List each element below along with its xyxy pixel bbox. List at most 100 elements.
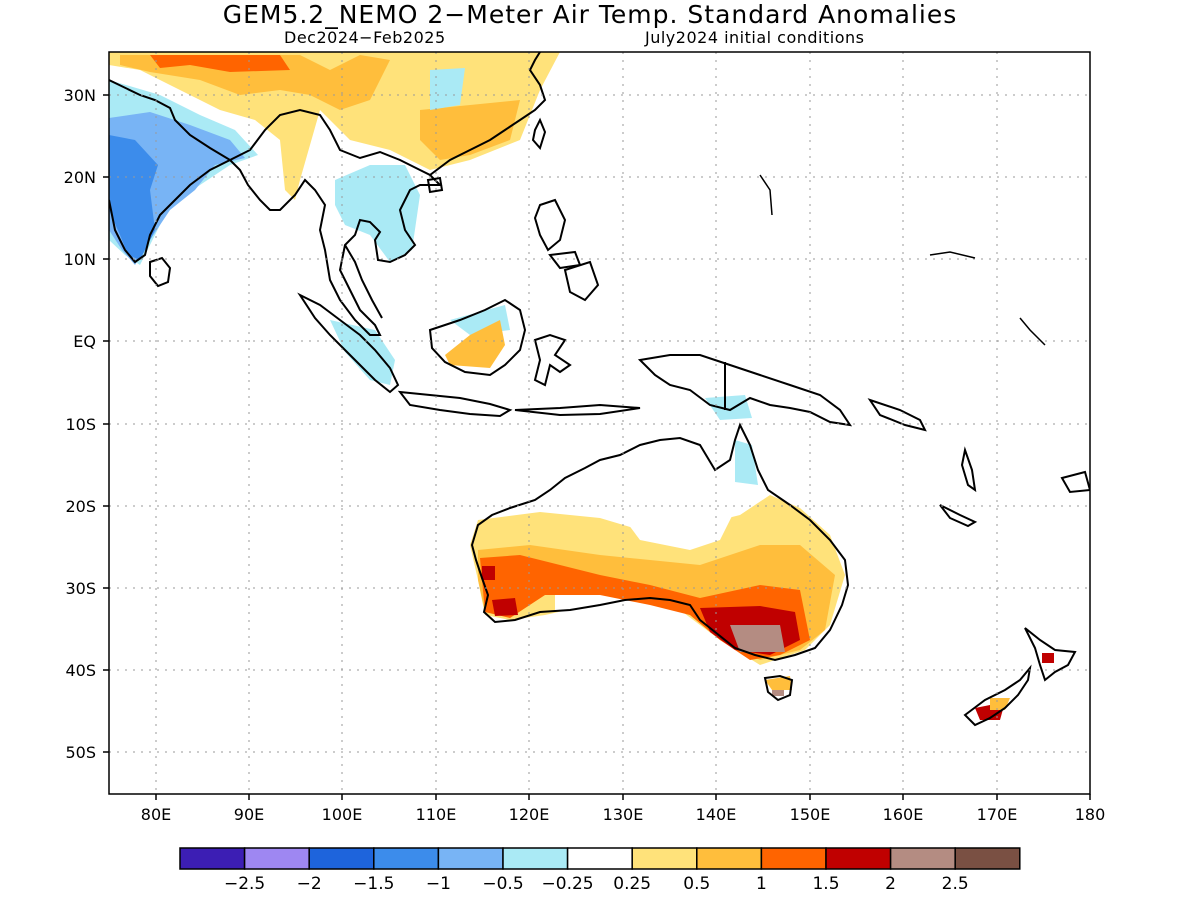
- coast-china-east: [429, 52, 547, 176]
- lat-label: 20N: [64, 168, 96, 187]
- coastlines: [109, 52, 1090, 727]
- colorbar-swatch: [179, 847, 246, 870]
- coast-fiji: [1060, 470, 1090, 494]
- coast-new-guinea: [637, 354, 853, 427]
- lat-label: 30S: [65, 579, 96, 598]
- shade-india-blue: [109, 135, 158, 260]
- lon-label: 100E: [322, 805, 363, 824]
- coast-nz-north: [1024, 627, 1077, 682]
- forecast-period: Dec2024−Feb2025: [284, 28, 446, 47]
- coast-solomons: [867, 398, 927, 432]
- shade-sumatra-cool: [330, 320, 395, 385]
- coast-mindanao: [563, 260, 600, 302]
- colorbar-label: −0.5: [482, 874, 523, 894]
- coast-luzon: [533, 198, 567, 252]
- coast-vanuatu: [960, 446, 977, 493]
- shade-china-dark-orange: [150, 55, 290, 72]
- colorbar-swatch: [825, 847, 892, 870]
- lon-label: 150E: [790, 805, 831, 824]
- colorbar-swatch: [373, 847, 440, 870]
- initial-conditions: July2024 initial conditions: [645, 28, 865, 47]
- lat-label: 10N: [64, 250, 96, 269]
- coast-asia-mainland: [109, 79, 443, 336]
- coast-sumatra: [297, 292, 400, 394]
- lon-label: 80E: [141, 805, 171, 824]
- colorbar-swatch: [696, 847, 763, 870]
- colorbar-label: −0.25: [542, 874, 594, 894]
- coast-micronesia: [759, 174, 1046, 346]
- lon-label: 170E: [977, 805, 1018, 824]
- colorbar-swatch: [954, 847, 1021, 870]
- plot-frame: [108, 51, 1091, 795]
- colorbar-swatch: [243, 847, 310, 870]
- coast-sulawesi: [533, 333, 572, 387]
- lon-label: 90E: [234, 805, 264, 824]
- shade-nz-orange-south: [990, 698, 1010, 710]
- colorbar-label: −2.5: [224, 874, 265, 894]
- colorbar-swatch: [566, 847, 633, 870]
- colorbar: −2.5 −2 −1.5 −1 −0.5 −0.25 0.25 0.5 1 1.5 2 2.5: [179, 847, 1021, 894]
- lon-label: 130E: [603, 805, 644, 824]
- coast-australia: [470, 422, 850, 662]
- anomaly-shading: [109, 52, 1054, 720]
- colorbar-label: 1.5: [812, 874, 839, 894]
- shade-china-orange: [120, 55, 390, 110]
- shade-china-yellow-east: [420, 100, 520, 160]
- coast-new-caledonia: [939, 504, 978, 528]
- colorbar-label: 1: [756, 874, 767, 894]
- shade-aus-white-center: [610, 495, 740, 550]
- coast-malay-peninsula: [344, 244, 383, 319]
- lat-label: 10S: [65, 415, 96, 434]
- lon-label: 180: [1075, 805, 1106, 824]
- colorbar-swatch: [631, 847, 698, 870]
- coast-hainan: [426, 176, 444, 194]
- colorbar-label: 0.5: [683, 874, 710, 894]
- shade-aus-red-west: [482, 566, 495, 580]
- coast-visayas: [548, 250, 582, 270]
- shade-capeyork-cool: [735, 440, 758, 485]
- coast-sri-lanka: [149, 256, 172, 288]
- colorbar-label: −1.5: [353, 874, 394, 894]
- colorbar-label: −2: [297, 874, 322, 894]
- colorbar-swatch: [437, 847, 504, 870]
- colorbar-swatch: [308, 847, 375, 870]
- lon-label: 110E: [416, 805, 457, 824]
- colorbar-label: −1: [426, 874, 451, 894]
- lat-label: 20S: [65, 497, 96, 516]
- chart-title: GEM5.2_NEMO 2−Meter Air Temp. Standard A…: [222, 0, 958, 29]
- shade-aus-red-sw: [492, 598, 518, 616]
- lat-label: EQ: [73, 332, 96, 351]
- colorbar-swatch: [889, 847, 956, 870]
- tick-marks: [103, 94, 1091, 800]
- colorbar-swatch: [502, 847, 569, 870]
- lon-labels: 80E 90E 100E 110E 120E 130E 140E 150E 16…: [141, 805, 1106, 824]
- colorbar-label: 2: [885, 874, 896, 894]
- coast-lesser-sunda: [514, 403, 641, 417]
- colorbar-swatch: [760, 847, 827, 870]
- coast-tasmania: [763, 674, 794, 702]
- coast-borneo: [428, 298, 527, 377]
- lon-label: 140E: [696, 805, 737, 824]
- colorbar-label: 2.5: [942, 874, 969, 894]
- map-plot-area: [109, 52, 1090, 794]
- colorbar-label: 0.25: [613, 874, 651, 894]
- coast-india: [109, 159, 231, 264]
- lon-label: 160E: [883, 805, 924, 824]
- shade-indochina-cool: [335, 165, 420, 262]
- shade-png-cool: [705, 395, 752, 420]
- grid-lines: [109, 52, 1090, 794]
- lon-label: 120E: [509, 805, 550, 824]
- coast-nz-south: [963, 664, 1032, 727]
- shade-nz-red-north: [1042, 653, 1054, 663]
- lat-label: 30N: [64, 86, 96, 105]
- shade-borneo-warm: [445, 320, 505, 368]
- coast-taiwan: [531, 117, 547, 151]
- coast-java: [397, 390, 513, 418]
- lat-label: 40S: [65, 661, 96, 680]
- shade-aus-brown: [730, 625, 785, 652]
- lat-label: 50S: [65, 743, 96, 762]
- shade-tibet-cool: [430, 68, 465, 110]
- shade-tas-orange: [765, 676, 792, 690]
- lat-labels: 30N 20N 10N EQ 10S 20S 30S 40S 50S: [64, 86, 96, 762]
